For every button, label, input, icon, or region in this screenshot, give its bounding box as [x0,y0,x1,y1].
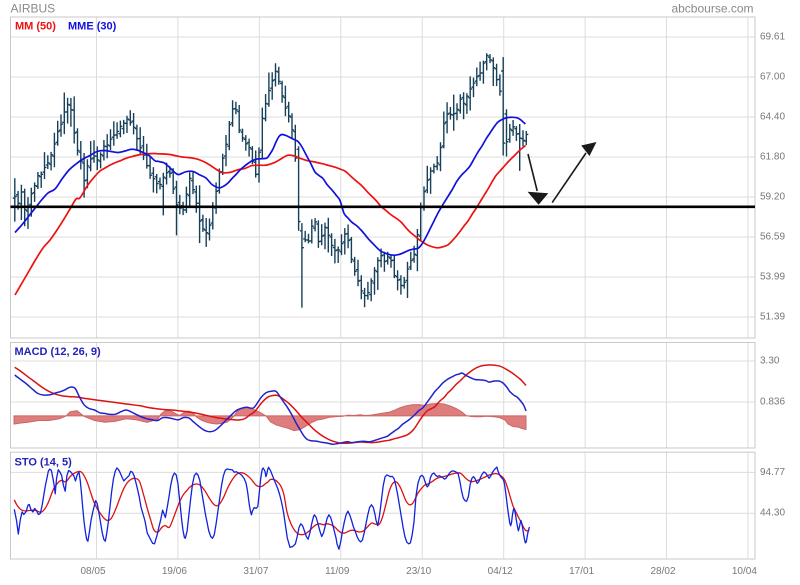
svg-text:67.00: 67.00 [760,72,785,83]
svg-text:0.836: 0.836 [760,397,785,408]
svg-text:61.80: 61.80 [760,152,785,163]
svg-text:MM (50): MM (50) [15,21,56,33]
svg-text:69.61: 69.61 [760,32,785,43]
svg-text:59.20: 59.20 [760,192,785,203]
svg-text:04/12: 04/12 [488,566,513,577]
svg-text:3.30: 3.30 [760,356,780,367]
svg-text:AIRBUS: AIRBUS [11,2,56,16]
svg-text:17/01: 17/01 [569,566,594,577]
svg-text:56.59: 56.59 [760,232,785,243]
svg-text:MME (30): MME (30) [68,21,117,33]
svg-text:11/09: 11/09 [325,566,350,577]
svg-text:23/10: 23/10 [406,566,431,577]
svg-text:19/06: 19/06 [162,566,187,577]
svg-text:64.40: 64.40 [760,112,785,123]
svg-text:MACD (12, 26, 9): MACD (12, 26, 9) [15,346,102,358]
svg-text:28/02: 28/02 [650,566,675,577]
svg-text:31/07: 31/07 [243,566,268,577]
svg-text:44.30: 44.30 [760,508,785,519]
svg-text:51.39: 51.39 [760,312,785,323]
svg-text:53.99: 53.99 [760,272,785,283]
svg-text:10/04: 10/04 [732,566,757,577]
svg-text:08/05: 08/05 [80,566,105,577]
svg-text:STO (14, 5): STO (14, 5) [15,457,73,469]
svg-text:abcbourse.com: abcbourse.com [671,2,753,16]
svg-text:94.77: 94.77 [760,467,785,478]
